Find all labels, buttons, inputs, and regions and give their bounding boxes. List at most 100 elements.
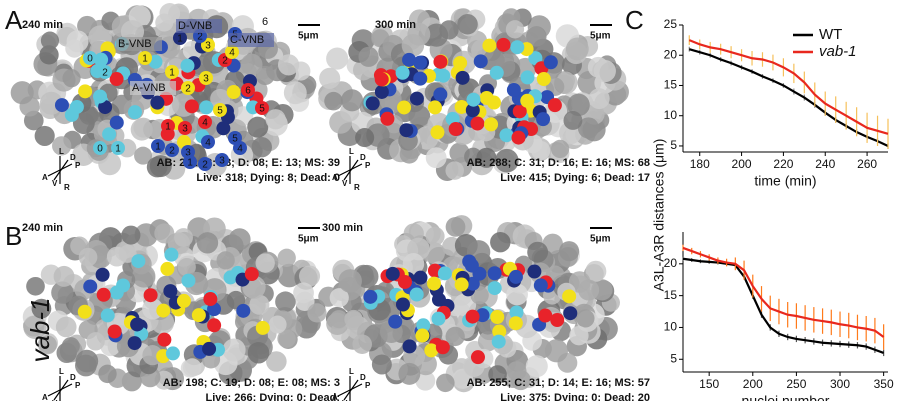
icon-letter: D (360, 153, 366, 162)
nucleus (544, 339, 569, 363)
cell-number: 2 (185, 84, 191, 95)
nucleus (210, 88, 231, 109)
labeled-nucleus (102, 127, 117, 142)
labeled-nucleus (487, 95, 502, 110)
nucleus (61, 337, 80, 356)
x-tick-label: 150 (699, 377, 719, 391)
labeled-nucleus (165, 346, 180, 361)
nucleus (505, 20, 525, 39)
nucleus (275, 291, 296, 312)
labeled-nucleus (116, 278, 131, 293)
embryo (318, 8, 629, 181)
icon-letter: L (349, 147, 354, 156)
labeled-nucleus (520, 93, 535, 108)
cell-number: 4 (237, 144, 243, 155)
labeled-nucleus (528, 51, 543, 66)
annotation: A-VNB (132, 82, 166, 94)
nucleus (494, 148, 519, 173)
labeled-nucleus (427, 276, 442, 291)
nucleus (23, 315, 47, 340)
icon-axis (53, 379, 69, 401)
labeled-nucleus (107, 324, 122, 339)
nucleus (525, 355, 548, 378)
labeled-nucleus (510, 40, 525, 55)
labeled-nucleus (496, 37, 511, 52)
nucleus (34, 125, 55, 146)
nucleus (436, 373, 455, 393)
icon-letter: P (75, 161, 81, 170)
nucleus (341, 89, 364, 112)
x-tick-label: 180 (690, 157, 710, 171)
nucleus (146, 156, 168, 178)
nucleus (476, 147, 497, 168)
labeled-nucleus (489, 65, 504, 80)
labeled-nucleus (506, 82, 521, 97)
labeled-nucleus (409, 287, 424, 302)
labeled-nucleus (536, 72, 551, 87)
nucleus (196, 232, 219, 254)
labeled-nucleus (527, 264, 542, 279)
labeled-nucleus (413, 71, 428, 86)
labeled-nucleus (156, 303, 171, 318)
labeled-nucleus (413, 55, 428, 70)
numbered-nucleus (173, 31, 187, 45)
labeled-nucleus (437, 266, 452, 281)
labeled-nucleus (550, 313, 565, 328)
labeled-nucleus (131, 254, 146, 269)
panel-label: A (5, 5, 23, 35)
stats: Live: 375; Dying: 0; Dead: 20 (500, 392, 650, 401)
cell-number: 3 (203, 74, 209, 85)
nucleus (445, 217, 466, 237)
icon-letter: R (64, 183, 70, 192)
scale-label: 5μm (298, 234, 319, 245)
labeled-nucleus (499, 128, 514, 143)
numbered-nucleus (83, 51, 97, 65)
icon-letter: V (52, 399, 58, 401)
nucleus (526, 26, 547, 47)
nucleus (134, 146, 153, 165)
numbered-nucleus (183, 155, 197, 169)
nucleus (527, 241, 549, 263)
annotation-bg (116, 37, 162, 51)
stats: AB: 288; C: 31; D: 16; E: 16; MS: 68 (467, 157, 650, 169)
y-axis-label: A3L-A3R distances (μm) (651, 139, 667, 292)
labeled-nucleus (487, 281, 502, 296)
nucleus (319, 67, 341, 89)
icon-letter: V (342, 399, 348, 401)
stats: Live: 266; Dying: 0; Dead: (206, 392, 340, 401)
x-tick-label: 260 (857, 157, 877, 171)
annotation-bg (228, 33, 274, 47)
labeled-nucleus (433, 54, 448, 69)
nucleus (121, 225, 141, 245)
labeled-nucleus (127, 105, 142, 120)
labeled-nucleus (64, 107, 79, 122)
nucleus (565, 37, 589, 61)
labeled-nucleus (454, 99, 469, 114)
stats: AB: 255; C: 31; D: 14; E: 16; MS: 57 (467, 377, 650, 389)
nucleus (52, 136, 72, 156)
labeled-nucleus (78, 84, 93, 99)
icon-letter: D (70, 373, 76, 382)
labeled-nucleus (563, 306, 578, 321)
nucleus (398, 362, 421, 385)
cell-number: 2 (197, 32, 203, 43)
nucleus (247, 342, 270, 364)
labeled-nucleus (454, 277, 469, 292)
labeled-nucleus (93, 89, 108, 104)
cell-number: 4 (205, 138, 211, 149)
y-tick-label: 5 (670, 351, 677, 365)
stats: AB: 198; C: 19; D: 08; E: 08; MS: 3 (163, 377, 340, 389)
nucleus (78, 247, 98, 267)
numbered-nucleus (199, 71, 213, 85)
labeled-nucleus (395, 297, 410, 312)
labeled-nucleus (202, 341, 217, 356)
nucleus (344, 309, 363, 329)
cell-number: 5 (232, 134, 238, 145)
labeled-nucleus (424, 343, 439, 358)
labeled-nucleus (54, 98, 69, 113)
nucleus (251, 136, 272, 158)
labeled-nucleus (436, 68, 451, 83)
labeled-nucleus (374, 72, 389, 87)
embryo (22, 217, 327, 392)
